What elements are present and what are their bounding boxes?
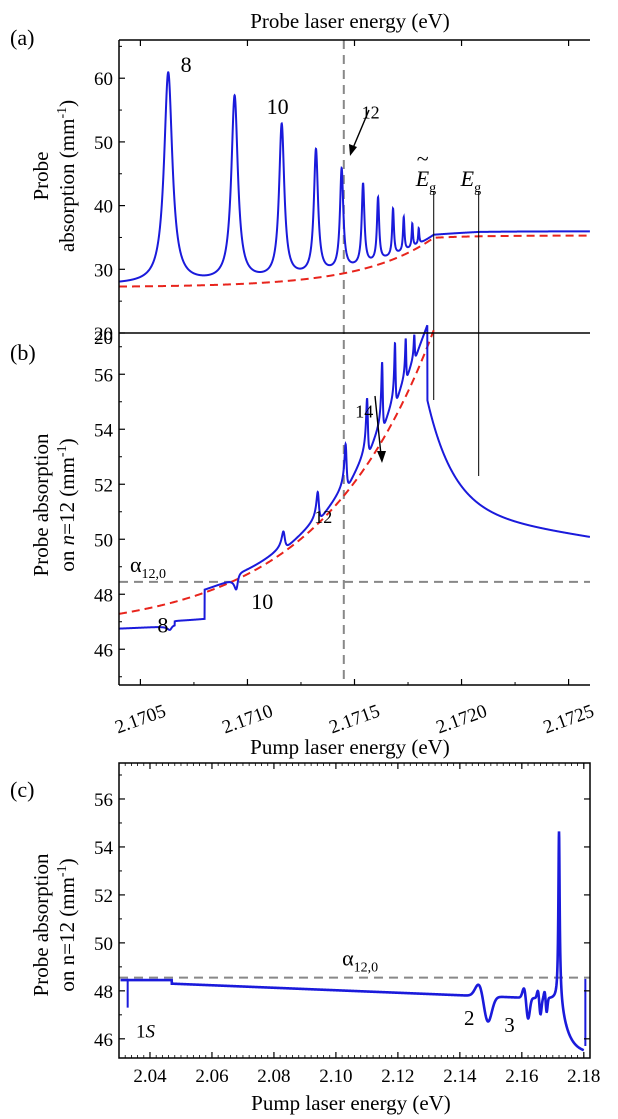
alpha-label-c: α12,0 (342, 946, 378, 976)
panel-c-label: (c) (10, 777, 34, 802)
y-tick-label-a: 60 (94, 69, 113, 90)
gap-marker-tilde: ~ (417, 146, 429, 171)
peak-label-a-8: 8 (181, 52, 192, 77)
alpha-subscript-c: 12,0 (354, 961, 379, 976)
x-tick-label-c: 2.14 (443, 1066, 477, 1087)
y-tick-label-a: 30 (94, 260, 113, 281)
panel-a-ticks: 20 30 40 50 60 (94, 39, 590, 345)
peak-label-b-14: 14 (355, 401, 373, 421)
x-tick-label-c: 2.08 (257, 1066, 290, 1087)
panel-b-ticks: 46 48 50 52 54 56 20 2.1705 2.1710 2.1715 2.1720 2.… (94, 328, 597, 739)
panel-b: (b) Probe absorption on n=12 (mm-1) Pump… (10, 324, 597, 759)
y-tick-label-b: 52 (94, 475, 113, 496)
peak-label-b-10: 10 (251, 589, 273, 614)
series-data-b (119, 324, 591, 631)
x-tick-label-b: 2.1710 (219, 701, 275, 739)
panel-c-ticks: 46 48 50 52 54 56 2.04 2.06 2.08 2.10 2.12 2.14 2.16… (94, 762, 600, 1087)
y-tick-label-b: 48 (94, 585, 113, 606)
peak-label-c-1s: 1S (136, 1022, 156, 1043)
arrow-a-shaft (352, 109, 370, 149)
peak-label-b-8: 8 (157, 613, 168, 638)
panel-b-ylabel-line2: on n=12 (mm-1) (55, 438, 79, 571)
x-tick-label-b: 2.1715 (327, 701, 383, 739)
alpha-subscript-b: 12,0 (142, 567, 167, 582)
series-fit-b (118, 329, 435, 615)
x-tick-label-c: 2.06 (195, 1066, 228, 1087)
x-tick-label-c: 2.12 (381, 1066, 414, 1087)
gap-marker-subscript: g (429, 181, 436, 196)
x-tick-label-b: 2.1705 (112, 701, 168, 739)
gap-marker-subscript: g (474, 181, 481, 196)
panel-c-xlabel: Pump laser energy (eV) (251, 1091, 451, 1115)
y-tick-label-a-20: 20 (94, 328, 113, 349)
y-tick-label-a: 40 (94, 197, 113, 218)
panel-b-annotations: α12,0 8 10 12 14 (130, 395, 386, 638)
panel-c-ylabel-line1: Probe absorption (29, 853, 53, 996)
panel-c-ylabel-line2: on n=12 (mm-1) (55, 858, 79, 991)
panel-c-plot (120, 831, 587, 1052)
y-tick-label-c: 56 (94, 790, 113, 811)
panel-a-ylabel-line2: absorption (mm-1) (55, 100, 79, 252)
y-tick-label-b: 46 (94, 640, 113, 661)
panel-a-plot (118, 71, 590, 288)
panel-b-label: (b) (10, 340, 36, 365)
arrow-b-shaft (374, 395, 382, 456)
panel-b-ylabel-line1: Probe absorption (29, 433, 53, 576)
arrow-b-head (377, 451, 386, 463)
peak-label-c-1s-suffix: S (146, 1022, 156, 1043)
y-tick-label-b: 54 (94, 420, 114, 441)
y-tick-label-c: 46 (94, 1030, 113, 1051)
x-tick-label-c: 2.04 (133, 1066, 167, 1087)
panel-b-xlabel: Pump laser energy (eV) (250, 735, 450, 759)
y-tick-label-c: 54 (94, 838, 114, 859)
arrow-a-head (349, 144, 357, 156)
panel-a-label: (a) (10, 25, 34, 50)
y-tick-label-c: 52 (94, 886, 113, 907)
panel-c-frame (118, 762, 591, 1059)
y-tick-label-b: 50 (94, 530, 113, 551)
series-data-c (120, 831, 585, 1052)
y-tick-label-c: 48 (94, 982, 113, 1003)
x-tick-label-b: 2.1725 (541, 701, 597, 739)
peak-label-b-12: 12 (314, 507, 332, 527)
panel-b-plot (118, 324, 591, 631)
y-tick-label-a: 50 (94, 133, 113, 154)
top-axis-label: Probe laser energy (eV) (250, 9, 450, 33)
y-tick-label-c: 50 (94, 934, 113, 955)
peak-label-c-3: 3 (504, 1013, 515, 1037)
x-tick-label-c: 2.18 (567, 1066, 600, 1087)
y-tick-label-a: 20 (94, 324, 113, 345)
series-fit-a (118, 234, 590, 288)
x-tick-label-c: 2.16 (505, 1066, 538, 1087)
y-tick-label-b: 56 (94, 365, 113, 386)
x-tick-label-b: 2.1720 (434, 701, 490, 739)
gap-marker-label-2: Eg (460, 166, 481, 196)
peak-label-c-2: 2 (464, 1006, 475, 1030)
alpha-label-b: α12,0 (130, 552, 166, 582)
panel-c: (c) Probe absorption on n=12 (mm-1) Pump… (10, 762, 600, 1115)
series-data-a (118, 71, 590, 283)
x-tick-label-c: 2.10 (319, 1066, 352, 1087)
peak-label-a-10: 10 (267, 94, 289, 119)
panel-a-ylabel-line1: Probe (29, 152, 53, 201)
